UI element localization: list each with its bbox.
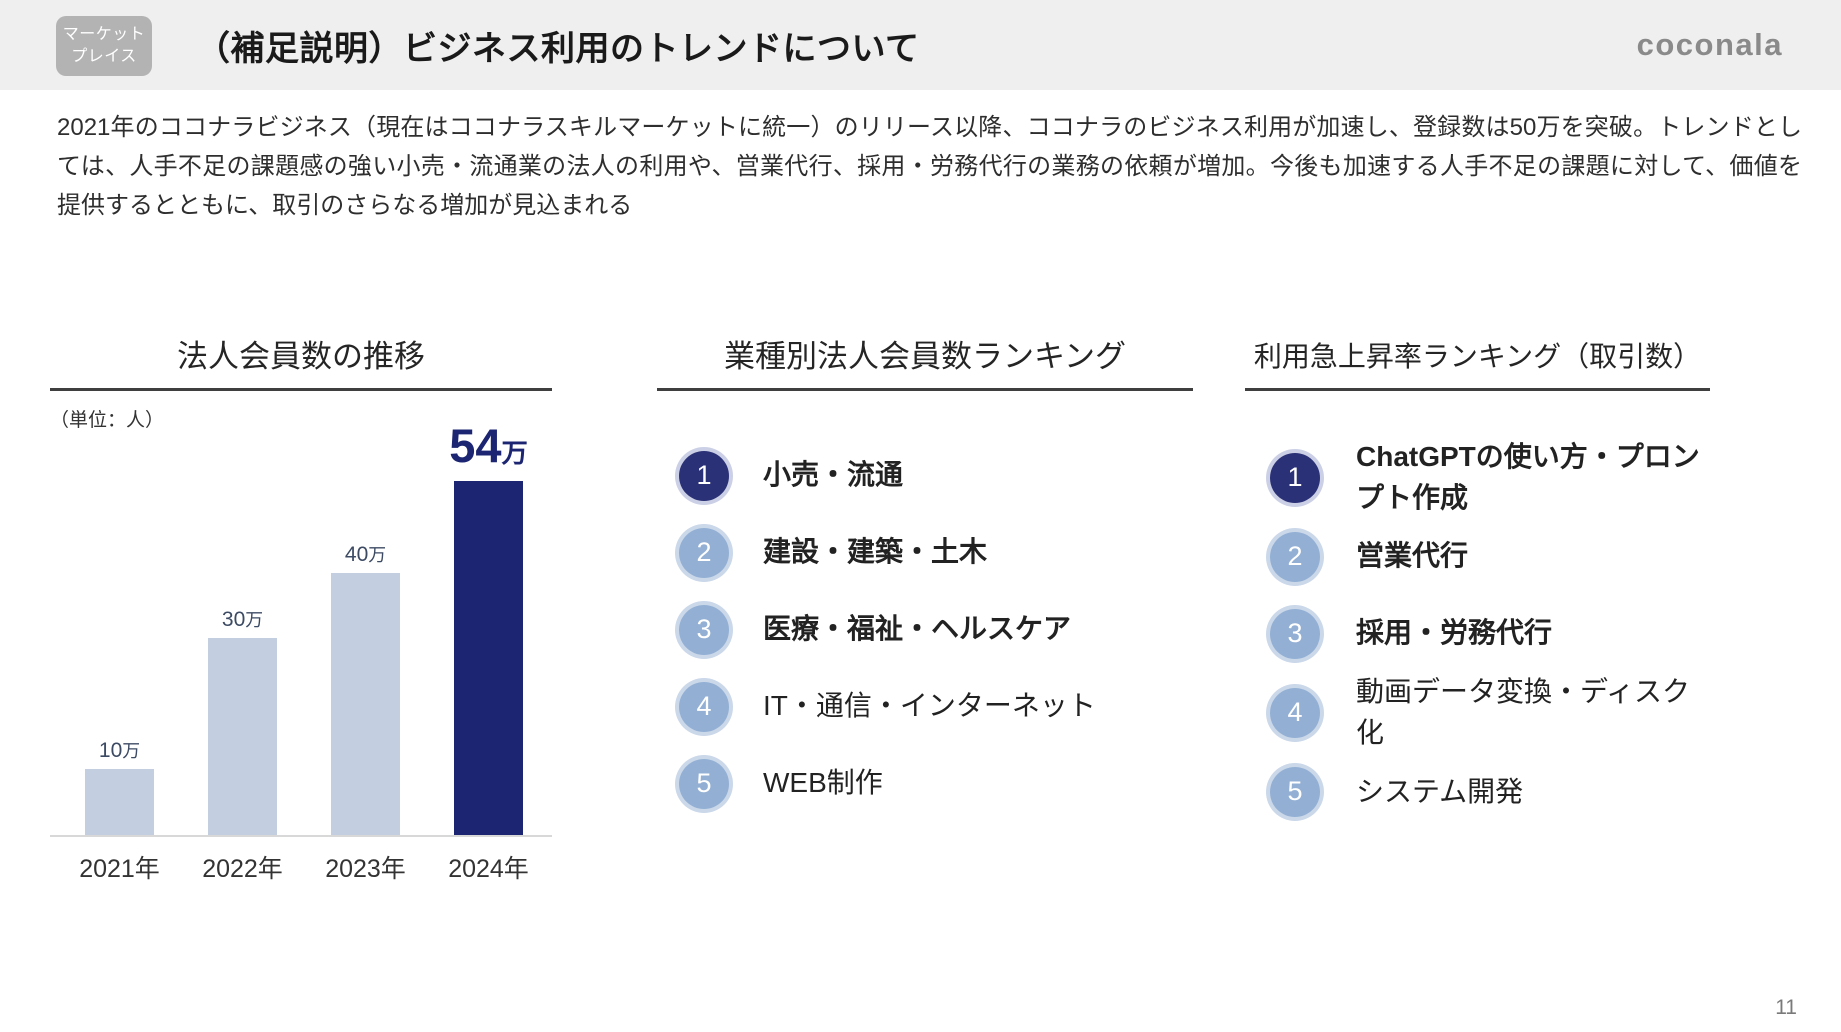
ranking-row-4: 4 IT・通信・インターネット (657, 668, 1193, 745)
rank-label: 営業代行 (1356, 540, 1469, 572)
ranking-row-2: 2 建設・建築・土木 (657, 514, 1193, 591)
bar-value-number: 10 (98, 738, 123, 762)
x-axis-label: 2024年 (448, 855, 529, 883)
ranking-row-2: 2 営業代行 (1245, 518, 1710, 595)
rank-badge-2: 2 (679, 527, 729, 578)
page-title: （補足説明）ビジネス利用のトレンドについて (196, 29, 920, 68)
bar-group: 54万 (427, 420, 550, 835)
coconala-logo: coconala (1636, 27, 1783, 62)
marketplace-badge-line1: マーケット (62, 26, 146, 44)
ranking-row-1: 1 小売・流通 (657, 437, 1193, 514)
bar-group: 30万 (181, 608, 304, 835)
bar-chart-x-axis: 2021年 2022年 2023年 2024年 (50, 837, 552, 885)
bar-2024年 (454, 481, 523, 835)
bar-2021年 (85, 769, 154, 835)
x-axis-label: 2023年 (325, 855, 406, 883)
ranking-row-1: 1 ChatGPTの使い方・プロンプト作成 (1245, 437, 1710, 518)
x-axis-label: 2021年 (79, 855, 160, 883)
bar-value-label: 30万 (222, 608, 263, 631)
bar-value-number: 40 (344, 542, 369, 566)
ranking-row-3: 3 医療・福祉・ヘルスケア (657, 591, 1193, 668)
bar-chart: 10万 30万 40万 54万 (50, 420, 552, 837)
page-number: 11 (1775, 996, 1797, 1019)
ranking-row-5: 5 システム開発 (1245, 753, 1710, 830)
bar-value-label: 54万 (449, 420, 528, 472)
rank-label: 動画データ変換・ディスク化 (1356, 676, 1691, 748)
bar-2022年 (208, 638, 277, 835)
rank-badge-4: 4 (1270, 687, 1320, 738)
ranking-row-5: 5 WEB制作 (657, 745, 1193, 822)
rank-badge-4: 4 (679, 681, 729, 732)
marketplace-badge: マーケット プレイス (56, 16, 152, 76)
chart-unit-label: （単位：人） (50, 410, 165, 431)
bar-value-label: 40万 (345, 543, 386, 566)
marketplace-badge-line2: プレイス (71, 48, 137, 65)
rank-label: 医療・福祉・ヘルスケア (763, 613, 1072, 645)
growth-ranking-title: 利用急上昇率ランキング（取引数） (1245, 335, 1710, 391)
rank-badge-5: 5 (1270, 766, 1320, 817)
rank-badge-1: 1 (679, 450, 729, 501)
industry-ranking-title: 業種別法人会員数ランキング (657, 335, 1193, 391)
bar-2023年 (331, 573, 400, 835)
growth-ranking-list: 1 ChatGPTの使い方・プロンプト作成 2 営業代行 3 採用・労務代行 4 動画データ変… (1245, 437, 1710, 830)
intro-paragraph: 2021年のココナラビジネス（現在はココナラスキルマーケットに統一）のリリース以… (57, 114, 1802, 219)
bar-value-number: 54 (449, 419, 502, 473)
bar-value-unit: 万 (368, 544, 387, 565)
rank-badge-3: 3 (1270, 608, 1320, 659)
chart-title: 法人会員数の推移 (50, 335, 552, 391)
bar-group: 10万 (58, 739, 181, 835)
x-axis-label: 2022年 (202, 855, 283, 883)
growth-ranking-section: 利用急上昇率ランキング（取引数） 1 ChatGPTの使い方・プロンプト作成 2 営業… (1245, 290, 1710, 830)
rank-label: ChatGPTの使い方・プロンプト作成 (1356, 441, 1700, 513)
rank-label: 採用・労務代行 (1356, 617, 1553, 649)
bar-value-unit: 万 (122, 740, 141, 761)
ranking-row-4: 4 動画データ変換・ディスク化 (1245, 672, 1710, 753)
rank-label: 小売・流通 (763, 459, 904, 491)
rank-badge-5: 5 (679, 758, 729, 809)
bar-value-unit: 万 (501, 438, 528, 469)
rank-label: WEB制作 (763, 767, 883, 799)
bar-value-unit: 万 (245, 609, 264, 630)
rank-label: 建設・建築・土木 (763, 536, 988, 568)
rank-badge-1: 1 (1270, 452, 1320, 503)
industry-ranking-section: 業種別法人会員数ランキング 1 小売・流通 2 建設・建築・土木 3 医療・福祉・ヘルスケ… (657, 290, 1193, 822)
header-bar: マーケット プレイス （補足説明）ビジネス利用のトレンドについて coconal… (0, 0, 1841, 90)
rank-badge-3: 3 (679, 604, 729, 655)
bar-value-label: 10万 (99, 739, 140, 762)
rank-label: システム開発 (1356, 775, 1524, 807)
rank-badge-2: 2 (1270, 531, 1320, 582)
industry-ranking-list: 1 小売・流通 2 建設・建築・土木 3 医療・福祉・ヘルスケア 4 IT・通信・インターネッ… (657, 437, 1193, 822)
ranking-row-3: 3 採用・労務代行 (1245, 595, 1710, 672)
bar-group: 40万 (304, 543, 427, 835)
rank-label: IT・通信・インターネット (763, 690, 1096, 722)
member-count-chart-section: 法人会員数の推移 （単位：人） 10万 30万 40万 54万 2021年 2022年 2… (50, 290, 552, 885)
bar-value-number: 30 (221, 607, 246, 631)
